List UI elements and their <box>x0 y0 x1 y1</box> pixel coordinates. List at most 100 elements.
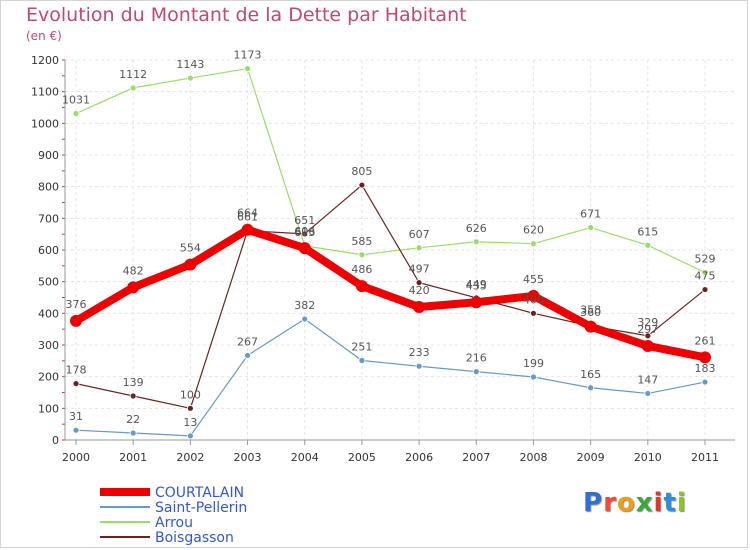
data-point <box>415 279 423 287</box>
data-point <box>244 352 251 359</box>
data-label: 613 <box>294 226 315 239</box>
data-point <box>701 269 709 276</box>
x-tick-label: 2006 <box>405 451 433 464</box>
data-point <box>186 74 194 82</box>
data-point <box>186 404 194 412</box>
data-point <box>644 390 652 397</box>
data-label: 100 <box>180 388 201 401</box>
data-point <box>530 240 537 248</box>
legend-label-courtalain: COURTALAIN <box>155 485 244 501</box>
data-point <box>527 289 540 302</box>
data-label: 1031 <box>62 94 90 107</box>
data-label: 497 <box>409 263 430 276</box>
y-tick-label: 0 <box>52 434 59 447</box>
x-tick-label: 2007 <box>462 451 490 464</box>
data-label: 147 <box>637 373 658 386</box>
data-label: 31 <box>69 410 83 423</box>
data-label: 22 <box>126 413 140 426</box>
legend-label-boisgasson: Boisgasson <box>155 530 234 546</box>
data-point <box>530 373 537 381</box>
data-label: 376 <box>66 298 87 311</box>
data-point <box>644 241 652 249</box>
data-label: 382 <box>294 299 315 312</box>
data-label: 607 <box>409 228 430 241</box>
data-point <box>415 244 423 252</box>
data-point <box>470 296 483 309</box>
data-label: 475 <box>695 270 716 283</box>
data-point <box>701 286 709 293</box>
data-point <box>129 392 137 400</box>
x-tick-label: 2009 <box>577 451 605 464</box>
y-tick-label: 1000 <box>31 117 59 130</box>
data-label: 1112 <box>119 68 147 81</box>
data-point <box>241 223 254 236</box>
y-tick-label: 100 <box>38 402 59 415</box>
data-point <box>358 251 366 259</box>
data-label: 400 <box>523 293 544 306</box>
data-point <box>129 429 137 437</box>
data-point <box>129 84 137 92</box>
series-line-arrou <box>75 67 706 274</box>
data-point <box>644 332 652 340</box>
data-label: 661 <box>237 211 258 224</box>
data-label: 199 <box>523 357 544 370</box>
data-label: 267 <box>237 335 258 348</box>
legend-label-arrou: Arrou <box>155 515 193 531</box>
data-point <box>701 378 709 386</box>
data-label: 651 <box>294 214 315 227</box>
x-tick-label: 2011 <box>691 451 719 464</box>
data-point <box>413 301 426 313</box>
data-point <box>358 181 366 189</box>
data-label: 620 <box>523 224 544 237</box>
chart-title: Evolution du Montant de la Dette par Hab… <box>26 4 467 26</box>
data-label: 449 <box>466 278 487 291</box>
y-tick-label: 500 <box>38 276 59 289</box>
y-tick-label: 600 <box>38 244 59 257</box>
data-point <box>301 230 309 238</box>
y-tick-label: 400 <box>38 307 59 320</box>
proxiti-logo: Proxiti <box>583 488 687 518</box>
data-point <box>72 426 80 434</box>
x-tick-label: 2002 <box>176 451 204 464</box>
data-point <box>244 65 251 72</box>
series-line-courtalain <box>72 225 709 362</box>
x-tick-label: 2000 <box>62 451 90 464</box>
data-label: 251 <box>351 341 372 354</box>
y-tick-label: 800 <box>38 181 59 194</box>
data-point <box>699 351 711 364</box>
data-label: 420 <box>409 284 430 297</box>
data-point <box>587 384 595 392</box>
x-tick-label: 2008 <box>519 451 547 464</box>
data-point <box>587 224 595 231</box>
data-point <box>472 238 480 246</box>
legend-label-saint-pellerin: Saint-Pellerin <box>155 500 247 516</box>
data-point <box>472 368 480 376</box>
data-point <box>186 432 194 440</box>
y-tick-label: 300 <box>38 339 59 352</box>
data-label: 139 <box>123 376 144 389</box>
data-label: 360 <box>580 306 601 319</box>
data-point <box>355 280 368 293</box>
y-tick-label: 700 <box>38 212 59 225</box>
y-tick-label: 1100 <box>31 86 59 99</box>
data-point <box>72 110 80 117</box>
data-label: 358 <box>580 304 601 317</box>
data-label: 183 <box>695 362 716 375</box>
data-label: 455 <box>523 273 544 286</box>
data-label: 1143 <box>176 58 204 71</box>
data-label: 329 <box>637 316 658 329</box>
data-label: 435 <box>466 279 487 292</box>
data-label: 529 <box>695 252 716 265</box>
data-point <box>298 242 311 255</box>
data-label: 486 <box>351 263 372 276</box>
data-label: 297 <box>637 323 658 336</box>
data-label: 165 <box>580 368 601 381</box>
data-label: 1173 <box>234 49 262 62</box>
y-tick-label: 1200 <box>31 54 59 67</box>
data-label: 671 <box>580 208 601 221</box>
series-line-saint-pellerin <box>75 318 706 437</box>
x-tick-label: 2003 <box>234 451 262 464</box>
data-point <box>358 357 366 364</box>
data-point <box>70 314 82 327</box>
